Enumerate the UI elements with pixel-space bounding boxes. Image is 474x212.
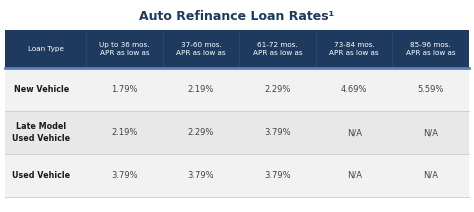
Bar bbox=[5, 111, 469, 154]
Text: 3.79%: 3.79% bbox=[111, 171, 138, 180]
Text: N/A: N/A bbox=[346, 171, 362, 180]
Text: 3.79%: 3.79% bbox=[264, 171, 291, 180]
Text: 37-60 mos.
APR as low as: 37-60 mos. APR as low as bbox=[176, 42, 226, 56]
Bar bbox=[392, 30, 469, 68]
Text: 3.79%: 3.79% bbox=[188, 171, 214, 180]
Bar bbox=[239, 30, 316, 68]
Text: N/A: N/A bbox=[423, 171, 438, 180]
Text: 2.29%: 2.29% bbox=[188, 128, 214, 137]
Text: 3.79%: 3.79% bbox=[264, 128, 291, 137]
Text: 61-72 mos.
APR as low as: 61-72 mos. APR as low as bbox=[253, 42, 302, 56]
Text: 2.29%: 2.29% bbox=[264, 85, 291, 94]
Text: Late Model
Used Vehicle: Late Model Used Vehicle bbox=[12, 123, 71, 142]
Text: N/A: N/A bbox=[423, 128, 438, 137]
Text: 2.19%: 2.19% bbox=[111, 128, 137, 137]
Text: 5.59%: 5.59% bbox=[418, 85, 444, 94]
Text: Used Vehicle: Used Vehicle bbox=[12, 171, 71, 180]
Bar bbox=[5, 30, 86, 68]
Text: New Vehicle: New Vehicle bbox=[14, 85, 69, 94]
Text: 73-84 mos.
APR as low as: 73-84 mos. APR as low as bbox=[329, 42, 379, 56]
Text: Auto Refinance Loan Rates¹: Auto Refinance Loan Rates¹ bbox=[139, 10, 335, 22]
Bar bbox=[163, 30, 239, 68]
Bar bbox=[316, 30, 392, 68]
Text: 1.79%: 1.79% bbox=[111, 85, 138, 94]
Text: Up to 36 mos.
APR as low as: Up to 36 mos. APR as low as bbox=[99, 42, 150, 56]
Text: Loan Type: Loan Type bbox=[27, 46, 64, 52]
Text: N/A: N/A bbox=[346, 128, 362, 137]
Bar bbox=[5, 68, 469, 111]
Bar bbox=[5, 154, 469, 197]
Bar bbox=[86, 30, 163, 68]
Text: 85-96 mos.
APR as low as: 85-96 mos. APR as low as bbox=[406, 42, 456, 56]
Text: 2.19%: 2.19% bbox=[188, 85, 214, 94]
Text: 4.69%: 4.69% bbox=[341, 85, 367, 94]
